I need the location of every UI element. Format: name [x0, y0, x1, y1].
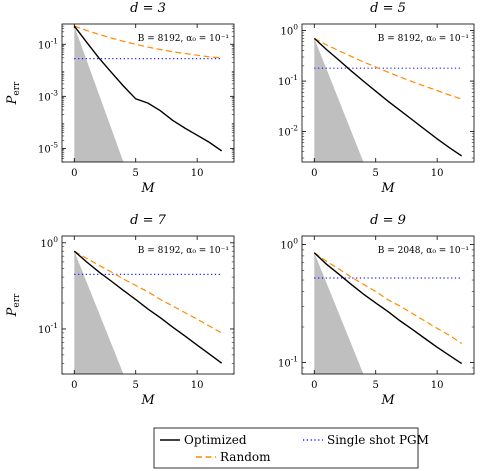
y-tick-label: 100: [280, 236, 298, 251]
legend: Optimized Single shot PGM Random: [153, 427, 429, 469]
plot-frame: [61, 23, 235, 163]
legend-box: [153, 427, 419, 469]
series-random-line: [313, 252, 463, 344]
series-optimized-line: [313, 37, 463, 157]
panel-title: d = 3: [130, 1, 166, 16]
x-tick-label: 0: [71, 380, 77, 391]
series-optimized-line: [313, 252, 463, 365]
y-axis-label: Perr: [5, 293, 22, 317]
panel-title: d = 5: [370, 1, 406, 16]
x-tick-label: 5: [373, 380, 379, 391]
y-axis-label: Perr: [5, 81, 22, 105]
plot-frame: [61, 235, 235, 375]
series-random-line: [314, 37, 462, 100]
panel-3: 0 5 10 100 10-1 d = 7 B = 8192, α₀ = 10⁻¹ M Perr: [5, 213, 235, 408]
shaded-region: [74, 26, 124, 162]
y-tick-label: 10-2: [278, 124, 298, 139]
series-optimized-line: [73, 250, 223, 364]
legend-label: Optimized: [184, 433, 247, 447]
parameter-annotation: B = 8192, α₀ = 10⁻¹: [138, 34, 229, 44]
legend-item-pgm: Single shot PGM: [303, 433, 429, 447]
x-tick-label: 0: [311, 380, 317, 391]
panel-4: 0 5 10 100 10-1 d = 9 B = 2048, α₀ = 10⁻¹ M: [278, 213, 475, 408]
series-random-line: [74, 25, 222, 59]
y-tick-label: 10-1: [278, 355, 298, 370]
x-tick-label: 10: [431, 380, 444, 391]
x-tick-label: 0: [311, 168, 317, 179]
plot-frame: [301, 235, 475, 375]
x-axis-label: M: [140, 181, 155, 196]
legend-item-random: Random: [196, 450, 271, 464]
panel-1: 0 5 10 10-1 10-3 10-5 d = 3 B = 8192, α₀ = 10⁻¹…: [5, 1, 235, 196]
x-axis-label: M: [380, 181, 395, 196]
legend-label: Single shot PGM: [327, 433, 429, 447]
series-optimized-line: [73, 25, 223, 152]
parameter-annotation: B = 2048, α₀ = 10⁻¹: [378, 246, 469, 256]
panel-2: 0 5 10 100 10-1 10-2 d = 5 B = 8192, α₀ = 10⁻¹ M: [278, 1, 475, 196]
y-tick-label: 10-1: [38, 36, 58, 51]
legend-item-optimized: Optimized: [160, 433, 247, 447]
x-tick-label: 10: [191, 168, 204, 179]
x-axis-label: M: [140, 393, 155, 408]
panel-title: d = 7: [130, 213, 166, 228]
x-tick-label: 10: [191, 380, 204, 391]
x-tick-label: 10: [431, 168, 444, 179]
shaded-region: [314, 252, 364, 374]
x-tick-label: 5: [133, 380, 139, 391]
legend-label: Random: [220, 450, 271, 464]
shaded-region: [314, 38, 364, 162]
x-tick-label: 5: [373, 168, 379, 179]
y-tick-label: 100: [280, 23, 298, 38]
y-tick-label: 100: [40, 235, 58, 250]
x-tick-label: 0: [71, 168, 77, 179]
y-tick-label: 10-5: [38, 140, 58, 155]
y-tick-label: 10-1: [278, 73, 298, 88]
y-tick-label: 10-1: [38, 321, 58, 336]
x-tick-label: 5: [133, 168, 139, 179]
panel-title: d = 9: [370, 213, 406, 228]
x-axis-label: M: [380, 393, 395, 408]
parameter-annotation: B = 8192, α₀ = 10⁻¹: [378, 34, 469, 44]
y-tick-label: 10-3: [38, 88, 58, 103]
plot-frame: [301, 23, 475, 163]
shaded-region: [74, 251, 124, 374]
parameter-annotation: B = 8192, α₀ = 10⁻¹: [138, 246, 229, 256]
